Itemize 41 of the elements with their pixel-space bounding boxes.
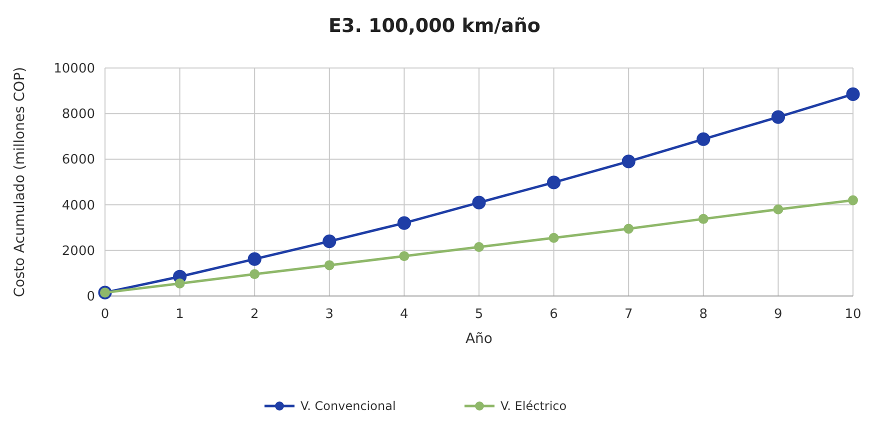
- x-tick-label: 9: [774, 307, 782, 322]
- y-tick-label: 2000: [62, 244, 95, 259]
- x-tick-label: 10: [844, 307, 862, 322]
- point: [698, 214, 708, 224]
- x-tick-label: 4: [400, 307, 408, 322]
- y-tick-label: 4000: [62, 198, 95, 214]
- point: [848, 195, 858, 206]
- chart-title: E3. 100,000 km/año: [328, 15, 540, 37]
- legend-label: V. Convencional: [300, 399, 396, 413]
- point: [250, 269, 260, 280]
- y-tick-label: 0: [86, 290, 95, 304]
- y-tick-label: 6000: [62, 152, 95, 168]
- x-tick-label: 2: [250, 307, 259, 322]
- point: [248, 252, 262, 266]
- point: [174, 278, 185, 288]
- point: [547, 176, 561, 190]
- point: [397, 216, 411, 230]
- point: [322, 234, 336, 248]
- x-tick-label: 8: [699, 307, 708, 322]
- y-tick-label: 10000: [54, 62, 95, 76]
- x-tick-label: 5: [474, 307, 484, 322]
- x-axis-title: Año: [465, 331, 493, 347]
- point: [771, 110, 785, 124]
- x-tick-label: 6: [550, 307, 558, 322]
- point: [324, 260, 334, 270]
- point: [773, 204, 784, 214]
- y-tick-label: 8000: [62, 107, 95, 122]
- point: [846, 87, 860, 102]
- x-tick-label: 1: [176, 307, 184, 322]
- point: [399, 251, 410, 262]
- point: [474, 242, 484, 252]
- point: [624, 224, 634, 234]
- point: [472, 196, 486, 210]
- point: [696, 132, 710, 146]
- y-axis-title: Costo Acumulado (millones COP): [12, 66, 28, 298]
- point: [548, 232, 559, 243]
- x-tick-label: 3: [325, 307, 334, 322]
- point: [622, 154, 636, 168]
- legend-label: V. Eléctrico: [500, 399, 567, 413]
- x-tick-label: 0: [100, 307, 110, 322]
- x-tick-label: 7: [624, 307, 633, 322]
